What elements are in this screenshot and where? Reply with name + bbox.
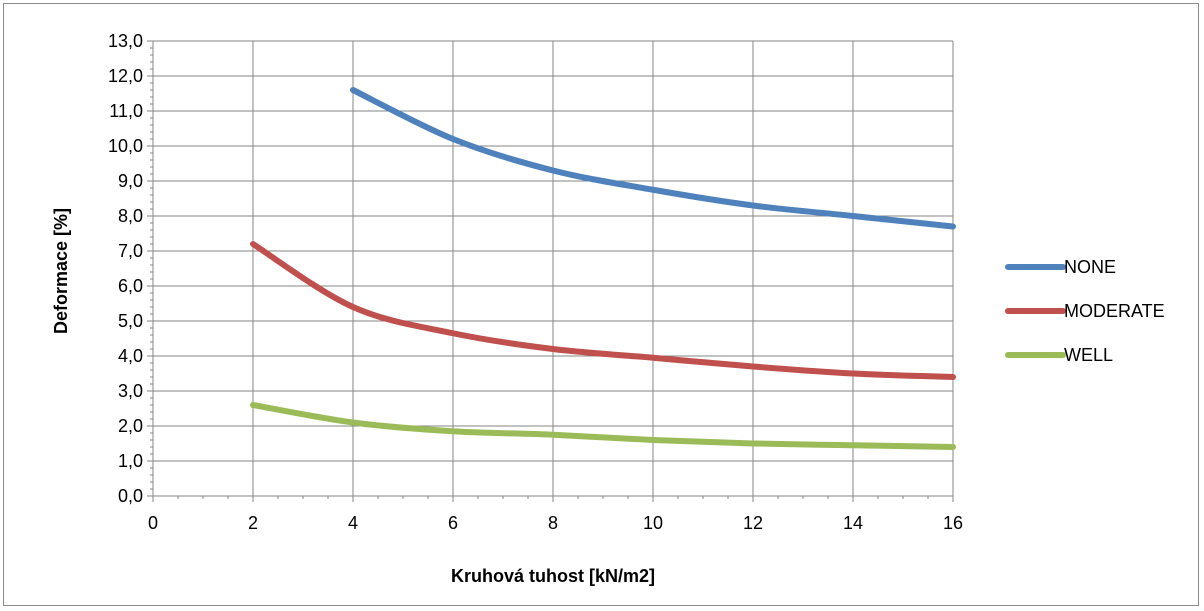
x-tick-label: 4: [348, 513, 358, 533]
x-tick-label: 2: [248, 513, 258, 533]
tick-labels: 0,0 1,0 2,0 3,0 4,0 5,0 6,0 7,0 8,0 9,0 10,0 11,0 12…: [108, 31, 963, 533]
legend-label-moderate: MODERATE: [1064, 301, 1165, 321]
y-tick-label: 0,0: [118, 486, 143, 506]
y-tick-label: 5,0: [118, 311, 143, 331]
series-line-none: [350, 87, 956, 230]
series-line-well: [250, 402, 956, 450]
series-line-moderate: [250, 241, 956, 380]
y-tick-label: 4,0: [118, 346, 143, 366]
y-tick-label: 8,0: [118, 206, 143, 226]
y-axis-title: Deformace [%]: [51, 208, 71, 334]
axes: [147, 40, 954, 502]
y-tick-label: 6,0: [118, 276, 143, 296]
x-tick-label: 6: [448, 513, 458, 533]
y-tick-label: 3,0: [118, 381, 143, 401]
x-tick-label: 0: [148, 513, 158, 533]
x-tick-label: 10: [643, 513, 663, 533]
legend-label-none: NONE: [1064, 257, 1116, 277]
chart-frame: [3, 3, 1199, 606]
x-tick-label: 8: [548, 513, 558, 533]
y-tick-label: 10,0: [108, 136, 143, 156]
x-tick-label: 12: [743, 513, 763, 533]
y-tick-label: 12,0: [108, 66, 143, 86]
legend: NONE MODERATE WELL: [1005, 257, 1165, 365]
y-tick-label: 7,0: [118, 241, 143, 261]
y-tick-label: 2,0: [118, 416, 143, 436]
y-tick-label: 11,0: [109, 101, 143, 121]
x-axis-title: Kruhová tuhost [kN/m2]: [451, 566, 655, 586]
legend-label-well: WELL: [1064, 345, 1113, 365]
x-tick-label: 14: [843, 513, 863, 533]
y-tick-label: 9,0: [118, 171, 143, 191]
y-tick-label: 13,0: [108, 31, 143, 51]
series-lines: [250, 87, 956, 450]
y-tick-label: 1,0: [118, 451, 143, 471]
x-tick-label: 16: [943, 513, 963, 533]
grid: [153, 40, 954, 496]
